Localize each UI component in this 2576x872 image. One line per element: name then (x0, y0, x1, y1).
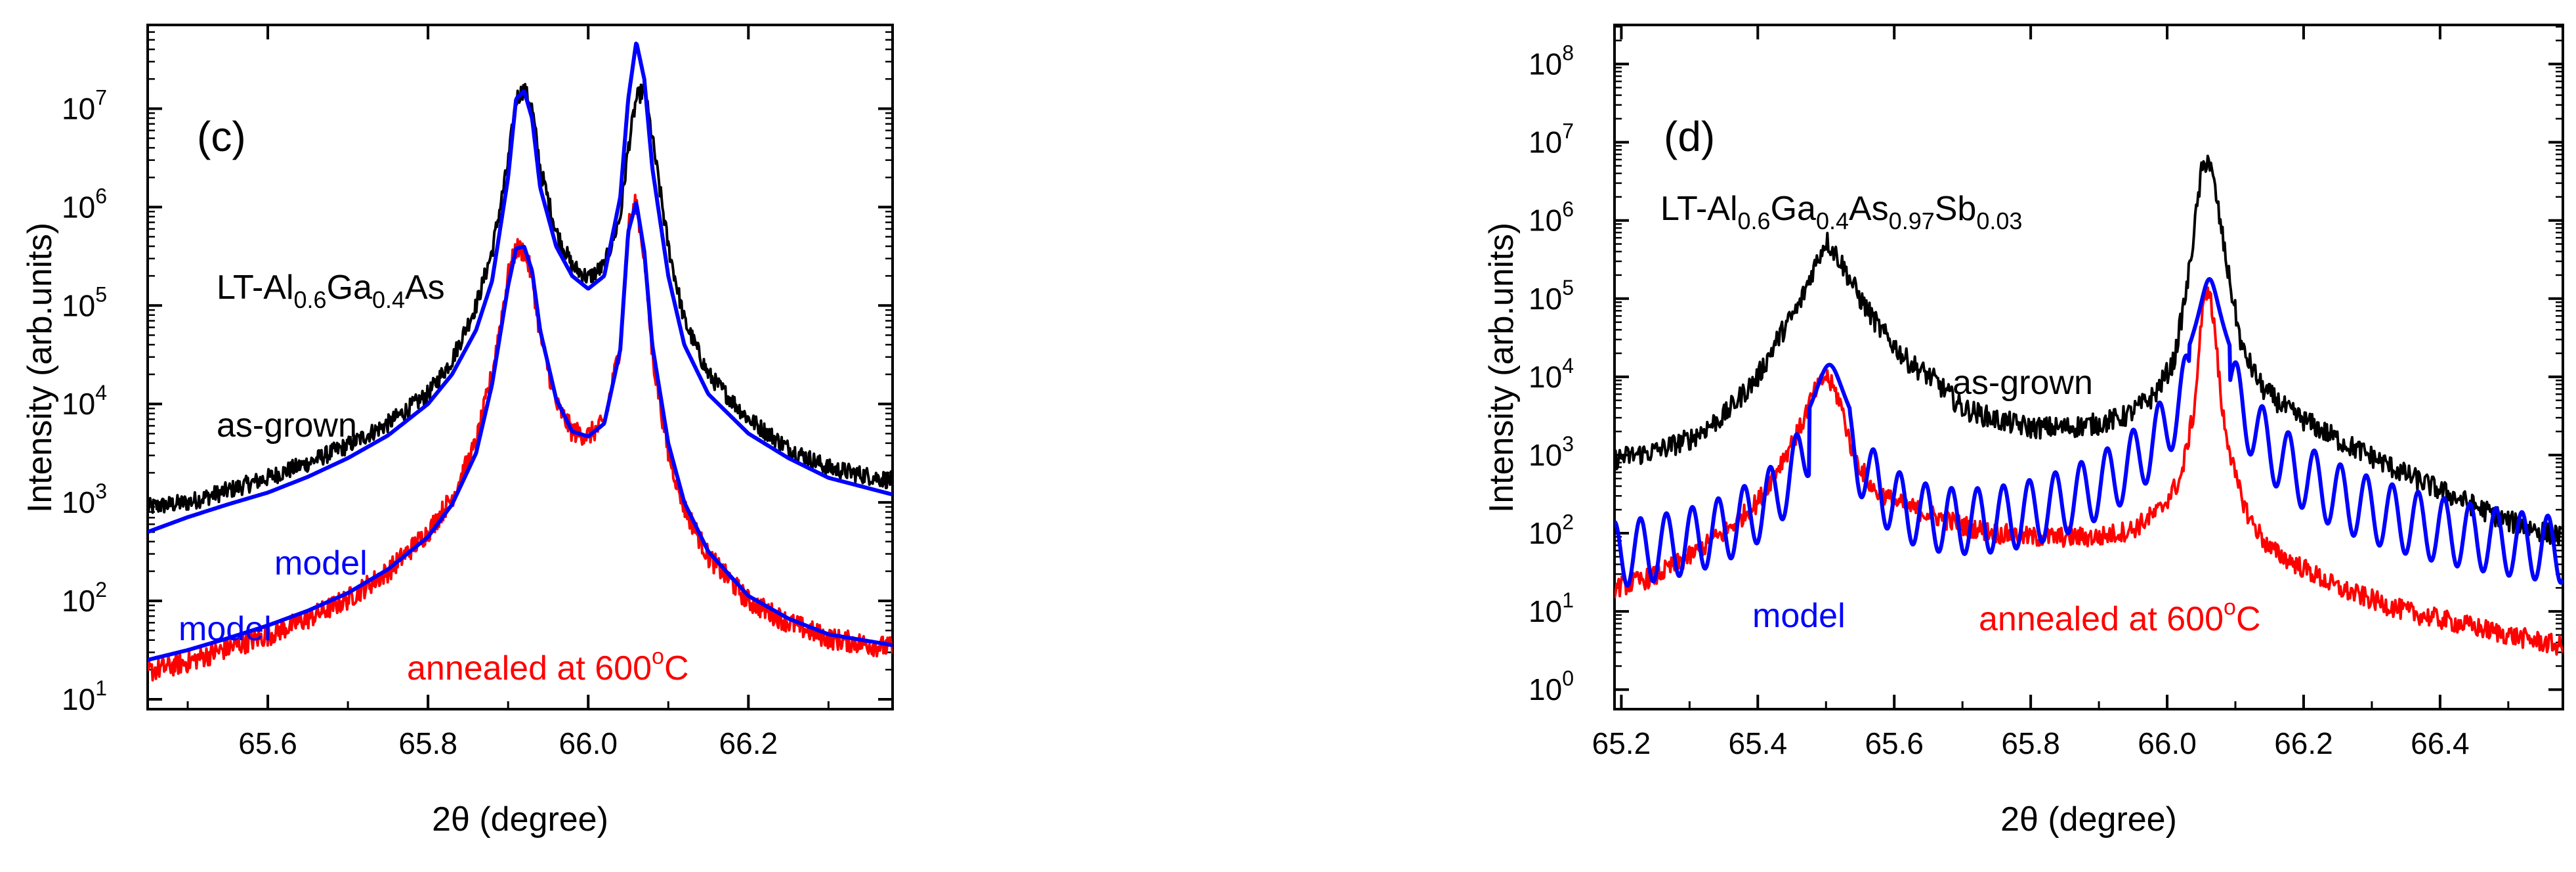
x-tick-label: 66.2 (719, 726, 778, 760)
x-tick-label: 65.6 (238, 726, 297, 760)
y-tick-label: 100 (1529, 666, 1574, 707)
y-tick-label: 106 (1529, 198, 1574, 238)
x-axis-title: 2θ (degree) (432, 800, 608, 839)
x-tick-label: 65.2 (1592, 726, 1651, 760)
y-tick-label: 102 (1529, 510, 1574, 550)
curves (1615, 154, 2563, 656)
plot-frame (1613, 24, 2564, 710)
chart-panel-c: 65.6 65.8 66.0 66.2 101 102 103 104 105 106 107 2θ … (21, 24, 894, 839)
y-tick-label: 103 (1529, 432, 1574, 472)
model-label: model (1752, 597, 1846, 635)
y-tick-label: 106 (62, 184, 107, 224)
chart-panel-d: 65.2 65.4 65.6 65.8 66.0 66.2 66.4 100 101 102 103… (1483, 24, 2564, 839)
series-model-upper (148, 41, 893, 534)
y-tick-label: 103 (62, 479, 107, 519)
x-tick-label: 65.8 (2001, 726, 2060, 760)
x-tick-label: 66.0 (2138, 726, 2197, 760)
y-tick-label: 105 (1529, 276, 1574, 316)
model-label-lower: model (179, 610, 272, 648)
plot-frame (146, 24, 894, 710)
model-label-upper: model (274, 544, 368, 582)
sample-label: LT-Al0.6Ga0.4As (217, 269, 445, 313)
x-axis-title: 2θ (degree) (2000, 800, 2177, 839)
x-tick-label: 65.4 (1729, 726, 1788, 760)
y-tick-label: 108 (1529, 41, 1574, 81)
as-grown-label: as-grown (1953, 364, 2093, 402)
y-tick-label: 101 (62, 676, 107, 716)
y-axis-title: Intensity (arb.units) (1483, 223, 1521, 513)
y-tick-label: 107 (62, 85, 107, 125)
sample-label: LT-Al0.6Ga0.4As0.97Sb0.03 (1660, 190, 2022, 234)
panel-label: (c) (197, 113, 246, 160)
y-tick-label: 101 (1529, 588, 1574, 628)
annealed-label: annealed at 600oC (1979, 595, 2261, 638)
as-grown-label: as-grown (217, 406, 357, 445)
y-tick-label: 102 (62, 578, 107, 618)
annealed-label: annealed at 600oC (407, 644, 689, 687)
x-tick-label: 66.0 (559, 726, 618, 760)
curves (148, 41, 893, 682)
series-as-grown (148, 81, 893, 514)
y-tick-label: 104 (62, 381, 107, 421)
y-tick-label: 107 (1529, 120, 1574, 160)
x-tick-label: 65.6 (1865, 726, 1924, 760)
x-tick-label: 66.2 (2274, 726, 2333, 760)
series-annealed (148, 194, 893, 682)
y-tick-label: 104 (1529, 354, 1574, 394)
y-axis-title: Intensity (arb.units) (21, 223, 59, 513)
x-tick-label: 66.4 (2411, 726, 2470, 760)
series-model-lower (148, 201, 893, 662)
series-model (1615, 277, 2563, 588)
x-tick-label: 65.8 (398, 726, 457, 760)
series-as-grown (1615, 154, 2563, 546)
y-tick-label: 105 (62, 282, 107, 322)
panel-label: (d) (1664, 113, 1715, 160)
